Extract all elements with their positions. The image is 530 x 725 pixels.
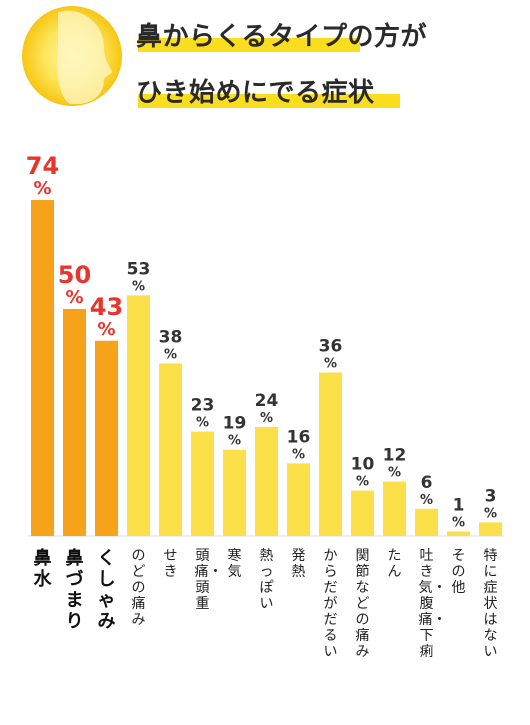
bar-5-value-label: 38 [159, 327, 183, 347]
category-label-5: せき [163, 548, 178, 580]
category-label-14: その他 [451, 548, 466, 596]
bar-14-percent-sign: % [452, 515, 465, 530]
bar-7-value-label: 19 [223, 414, 247, 434]
bar-12-percent-sign: % [388, 466, 401, 481]
bar-4 [127, 295, 150, 536]
bar-15-value-label: 3 [485, 486, 497, 506]
bar-9 [287, 463, 310, 536]
bar-5 [159, 363, 182, 536]
category-label-10: からだがだるい [323, 548, 338, 660]
category-label-6: 頭痛・頭重 [194, 548, 223, 612]
category-label-3: くしゃみ [97, 548, 116, 632]
bar-10-value-label: 36 [319, 337, 343, 357]
bar-10-percent-sign: % [324, 357, 337, 372]
category-label-1: 鼻水 [33, 548, 52, 590]
category-label-9: 発熱 [291, 548, 306, 580]
bar-12-value-label: 12 [383, 446, 407, 466]
category-label-2: 鼻づまり [65, 548, 84, 632]
category-label-8: 熱っぽい [259, 548, 274, 612]
bar-3-value-label: 43 [90, 293, 123, 321]
bar-8-value-label: 24 [255, 391, 279, 411]
bar-12 [383, 481, 406, 536]
bar-9-percent-sign: % [292, 447, 305, 462]
bar-1-value-label: 74 [26, 152, 59, 180]
bar-13-value-label: 6 [421, 473, 433, 493]
nose-illustration-icon [22, 6, 122, 106]
bar-15-percent-sign: % [484, 506, 497, 521]
bar-2-percent-sign: % [65, 287, 83, 308]
title-highlight-2 [138, 94, 400, 108]
bar-13-percent-sign: % [420, 493, 433, 508]
category-label-13: 吐き気・腹痛・下痢 [418, 548, 447, 660]
bar-3 [95, 340, 118, 536]
bar-6-percent-sign: % [196, 416, 209, 431]
bar-9-value-label: 16 [287, 427, 311, 447]
category-label-4: のどの痛み [131, 548, 146, 628]
bar-11-value-label: 10 [351, 455, 375, 475]
bar-14-value-label: 1 [453, 495, 465, 515]
bar-14 [447, 531, 470, 536]
title-highlight [138, 38, 360, 52]
bar-13 [415, 508, 438, 536]
bar-7-percent-sign: % [228, 434, 241, 449]
chart-title-line-1: 鼻からくるタイプの方が [136, 22, 427, 52]
bar-7 [223, 449, 246, 536]
chart-title-line-2: ひき始めにでる症状 [136, 78, 375, 108]
bar-8-percent-sign: % [260, 411, 273, 426]
bar-2-value-label: 50 [58, 261, 91, 289]
category-label-7: 寒気 [227, 548, 242, 580]
bar-5-percent-sign: % [164, 347, 177, 362]
bar-2 [63, 308, 86, 536]
bar-4-value-label: 53 [127, 259, 151, 279]
bar-6-value-label: 23 [191, 396, 215, 416]
bar-3-percent-sign: % [97, 319, 115, 340]
bar-6 [191, 431, 214, 536]
bar-8 [255, 427, 278, 536]
bar-4-percent-sign: % [132, 279, 145, 294]
bar-10 [319, 372, 342, 536]
category-label-12: たん [387, 548, 402, 580]
bar-15 [479, 522, 502, 536]
category-label-11: 関節などの痛み [355, 548, 370, 660]
bar-1-percent-sign: % [33, 178, 51, 199]
bar-11-percent-sign: % [356, 475, 369, 490]
bar-1 [31, 200, 54, 536]
category-label-15: 特に症状はない [483, 548, 498, 660]
bar-11 [351, 490, 374, 536]
